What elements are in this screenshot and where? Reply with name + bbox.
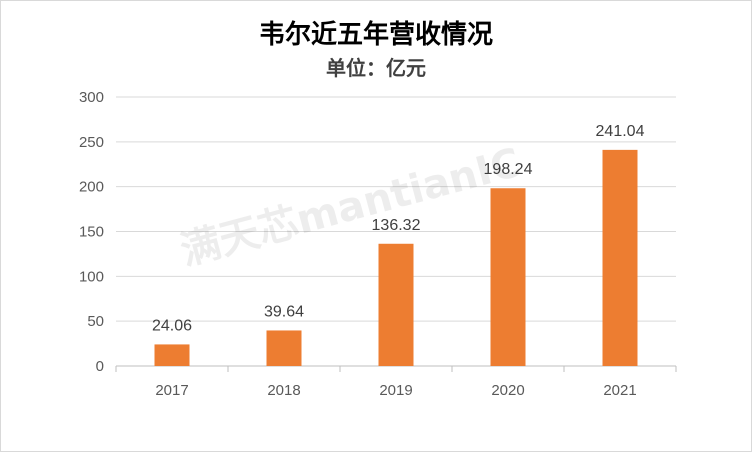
bar-2019 [378,243,414,366]
data-label-2019: 136.32 [372,217,421,234]
y-tick-label: 0 [96,358,104,375]
y-tick-label: 250 [79,134,104,151]
bar-series [154,149,638,366]
x-tick-label-2020: 2020 [491,382,524,399]
x-tick-label-2021: 2021 [603,382,636,399]
bar-2018 [266,330,302,366]
chart-title: 韦尔近五年营收情况 [258,20,493,50]
data-label-2020: 198.24 [484,161,533,178]
x-axis-ticks: 2017 2018 2019 2020 2021 [115,366,677,399]
y-tick-label: 150 [79,224,104,241]
y-tick-label: 100 [79,268,104,285]
data-label-2018: 39.64 [264,303,304,320]
y-tick-label: 50 [87,313,104,330]
data-label-2021: 241.04 [596,123,645,140]
x-tick-label-2018: 2018 [267,382,300,399]
bar-2021 [602,149,638,366]
x-tick-label-2019: 2019 [379,382,412,399]
y-tick-label: 200 [79,179,104,196]
data-labels: 24.06 39.64 136.32 198.24 241.04 [152,123,645,335]
chart-subtitle: 单位：亿元 [326,56,426,80]
watermark: 满天芯mantianIC [176,140,526,275]
y-axis-ticks: 0 50 100 150 200 250 300 [79,89,104,375]
bar-2017 [154,344,190,366]
data-label-2017: 24.06 [152,317,192,334]
y-tick-label: 300 [79,89,104,106]
x-tick-label-2017: 2017 [155,382,188,399]
bar-2020 [490,188,526,366]
